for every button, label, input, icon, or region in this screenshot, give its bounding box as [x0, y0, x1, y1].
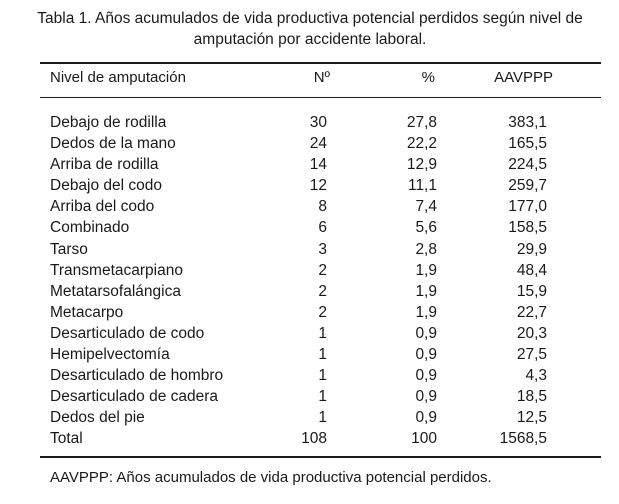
table-top-rule	[40, 62, 601, 64]
cell-pct: 1,9	[415, 261, 437, 279]
cell-aavppp: 165,5	[508, 135, 547, 153]
cell-pct: 22,2	[406, 135, 437, 153]
cell-n: 2	[318, 282, 327, 300]
cell-pct: 7,4	[415, 198, 437, 216]
cell-aavppp: 29,9	[516, 240, 547, 258]
cell-pct: 12,9	[406, 156, 437, 174]
table-row: Arriba de rodilla 14 12,9 224,5	[0, 154, 619, 175]
cell-nivel: Dedos del pie	[50, 409, 145, 427]
cell-pct: 1,9	[415, 282, 437, 300]
header-n: Nº	[313, 69, 330, 86]
cell-n: 1	[318, 409, 327, 427]
cell-nivel: Arriba de rodilla	[50, 156, 159, 174]
cell-aavppp: 27,5	[516, 346, 547, 364]
cell-nivel: Debajo del codo	[50, 177, 163, 195]
cell-nivel: Arriba del codo	[50, 198, 155, 216]
cell-pct: 11,1	[407, 177, 437, 195]
cell-aavppp: 1568,5	[499, 430, 547, 448]
table-header-row: Nivel de amputación Nº % AAVPPP	[0, 69, 619, 91]
table-caption: Tabla 1. Años acumulados de vida product…	[20, 8, 600, 50]
cell-aavppp: 22,7	[516, 303, 547, 321]
cell-nivel: Desarticulado de codo	[50, 324, 205, 342]
cell-n: 1	[318, 324, 327, 342]
cell-aavppp: 4,3	[525, 367, 547, 385]
table-row: Transmetacarpiano 2 1,9 48,4	[0, 260, 619, 281]
cell-pct: 2,8	[415, 240, 437, 258]
cell-n: 14	[309, 156, 327, 174]
cell-n: 3	[318, 240, 327, 258]
table-row: Metatarsofalángica 2 1,9 15,9	[0, 281, 619, 302]
cell-pct: 1,9	[415, 303, 437, 321]
cell-nivel: Metatarsofalángica	[50, 282, 181, 300]
cell-nivel: Metacarpo	[50, 303, 124, 321]
cell-pct: 0,9	[415, 324, 437, 342]
cell-nivel: Debajo de rodilla	[50, 114, 167, 131]
cell-n: 1	[318, 346, 327, 364]
table-row: Desarticulado de hombro 1 0,9 4,3	[0, 365, 619, 386]
table-row: Tarso 3 2,8 29,9	[0, 239, 619, 260]
cell-pct: 5,6	[415, 219, 437, 237]
table-row-total: Total 108 100 1568,5	[0, 428, 619, 449]
cell-aavppp: 224,5	[508, 156, 547, 174]
cell-aavppp: 177,0	[508, 198, 547, 216]
header-nivel: Nivel de amputación	[50, 69, 186, 86]
cell-aavppp: 158,5	[508, 219, 547, 237]
cell-nivel: Total	[50, 430, 83, 448]
table-row: Arriba del codo 8 7,4 177,0	[0, 196, 619, 217]
cell-n: 1	[318, 367, 327, 385]
cell-aavppp: 12,5	[516, 409, 547, 427]
cell-nivel: Hemipelvectomía	[50, 346, 170, 364]
cell-pct: 0,9	[415, 367, 437, 385]
cell-n: 2	[318, 261, 327, 279]
table-header-rule	[40, 97, 601, 98]
header-aavppp: AAVPPP	[494, 69, 553, 86]
cell-aavppp: 20,3	[516, 324, 547, 342]
header-pct: %	[421, 69, 435, 86]
cell-pct: 27,8	[406, 114, 437, 131]
cell-n: 6	[318, 219, 327, 237]
cell-nivel: Desarticulado de cadera	[50, 388, 219, 406]
table-body: Debajo de rodilla 30 27,8 383,1 Dedos de…	[0, 112, 619, 450]
table-bottom-rule	[40, 456, 601, 458]
table-caption-line-1: Tabla 1. Años acumulados de vida product…	[37, 10, 583, 27]
cell-nivel: Transmetacarpiano	[50, 261, 183, 279]
table-row: Desarticulado de codo 1 0,9 20,3	[0, 323, 619, 344]
table-row: Metacarpo 2 1,9 22,7	[0, 302, 619, 323]
cell-n: 24	[309, 135, 327, 153]
cell-pct: 0,9	[415, 346, 437, 364]
table-row: Debajo del codo 12 11,1 259,7	[0, 175, 619, 196]
cell-nivel: Desarticulado de hombro	[50, 367, 224, 385]
table-row: Desarticulado de cadera 1 0,9 18,5	[0, 386, 619, 407]
table-footnote: AAVPPP: Años acumulados de vida producti…	[50, 469, 492, 486]
cell-n: 108	[301, 430, 327, 448]
table-row: Combinado 6 5,6 158,5	[0, 217, 619, 238]
cell-nivel: Tarso	[50, 240, 88, 258]
cell-pct: 0,9	[415, 388, 437, 406]
table-row: Dedos de la mano 24 22,2 165,5	[0, 133, 619, 154]
cell-n: 30	[309, 114, 327, 131]
cell-aavppp: 259,7	[508, 177, 547, 195]
cell-aavppp: 15,9	[516, 282, 547, 300]
table-caption-line-2: amputación por accidente laboral.	[193, 31, 427, 48]
cell-n: 8	[318, 198, 327, 216]
cell-pct: 0,9	[415, 409, 437, 427]
cell-nivel: Dedos de la mano	[50, 135, 176, 153]
cell-n: 12	[309, 177, 327, 195]
cell-n: 1	[318, 388, 327, 406]
cell-n: 2	[318, 303, 327, 321]
cell-aavppp: 48,4	[516, 261, 547, 279]
cell-nivel: Combinado	[50, 219, 130, 237]
cell-aavppp: 18,5	[516, 388, 547, 406]
table-row: Debajo de rodilla 30 27,8 383,1	[0, 112, 619, 133]
cell-aavppp: 383,1	[508, 114, 547, 131]
table-row: Dedos del pie 1 0,9 12,5	[0, 407, 619, 428]
cell-pct: 100	[411, 430, 437, 448]
table-row: Hemipelvectomía 1 0,9 27,5	[0, 344, 619, 365]
